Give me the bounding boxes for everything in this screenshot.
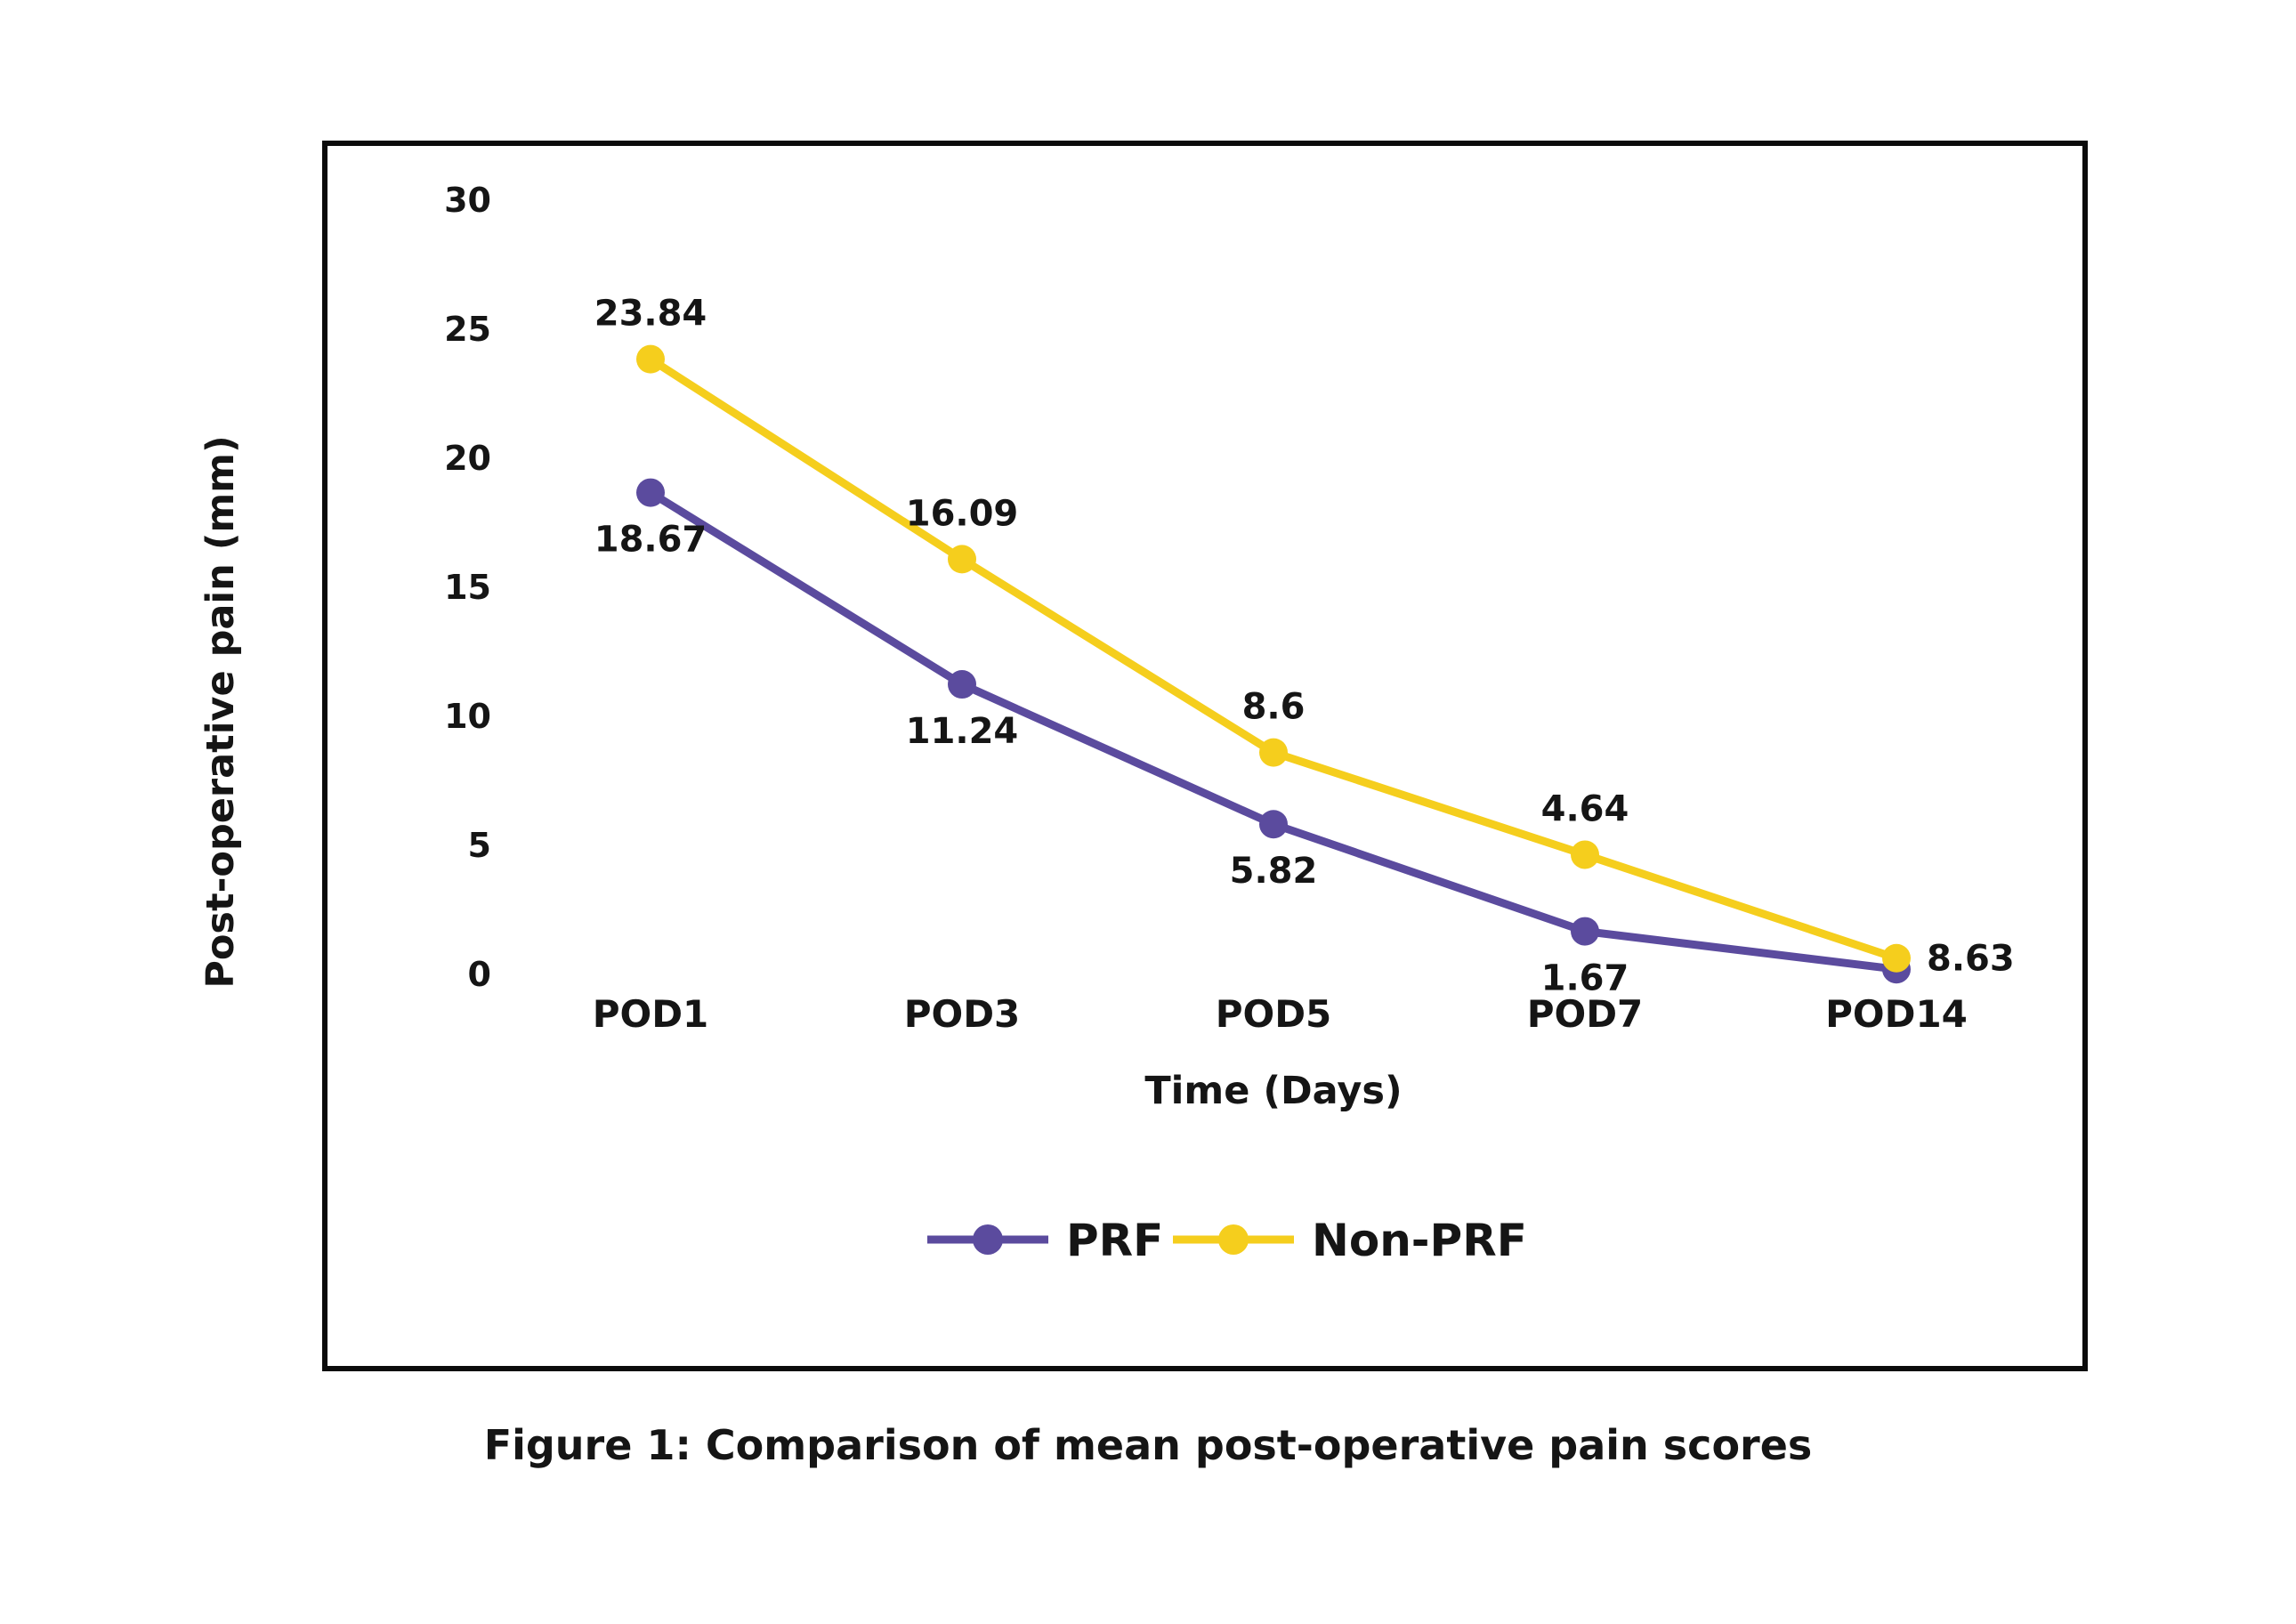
data-point-non-prf-pod3 [948,545,976,574]
y-tick-10: 10 [444,697,491,736]
x-axis-title: Time (Days) [1144,1069,1402,1113]
y-axis-ticks: 30 25 20 15 10 5 0 [444,181,491,994]
x-label-pod14: POD14 [1825,992,1968,1036]
data-point-prf-pod5 [1259,810,1288,839]
x-axis-labels: POD1 POD3 POD5 POD7 POD14 [593,992,1968,1036]
point-label-non-prf-pod7: 4.64 [1541,788,1629,829]
data-point-non-prf-pod1 [636,344,665,374]
series-prf: 18.67 11.24 5.82 1.67 [594,478,1911,999]
x-label-pod1: POD1 [593,992,709,1036]
data-point-non-prf-pod7 [1571,840,1599,869]
point-label-prf-pod7: 1.67 [1541,958,1629,999]
legend-label-non-prf: Non-PRF [1312,1215,1527,1266]
legend-item-prf: PRF [927,1215,1163,1266]
figure-caption: Figure 1: Comparison of mean post-operat… [484,1421,1813,1469]
point-label-prf-pod1: 18.67 [594,520,707,561]
data-point-prf-pod3 [948,670,976,699]
point-label-non-prf-pod1: 23.84 [594,294,707,335]
y-axis-title: Post-operative pain (mm) [198,435,243,988]
data-point-non-prf-pod5 [1259,738,1288,767]
legend: PRF Non-PRF [927,1215,1527,1266]
x-label-pod7: POD7 [1527,992,1644,1036]
point-label-non-prf-pod14: 8.63 [1927,939,2015,980]
y-tick-25: 25 [444,310,491,349]
legend-dot-non-prf [1218,1224,1249,1255]
y-tick-30: 30 [444,181,491,220]
y-tick-5: 5 [468,826,491,865]
point-label-prf-pod3: 11.24 [906,711,1019,752]
x-label-pod3: POD3 [904,992,1021,1036]
y-tick-0: 0 [468,955,491,994]
point-label-prf-pod5: 5.82 [1230,851,1318,892]
data-point-non-prf-pod14 [1882,943,1911,973]
series-layer: 18.67 11.24 5.82 1.67 23.84 16.09 8.6 4.64 8.63 [594,294,2015,999]
data-point-prf-pod1 [636,478,665,507]
legend-label-prf: PRF [1066,1215,1163,1266]
point-label-non-prf-pod3: 16.09 [906,493,1019,534]
series-non-prf: 23.84 16.09 8.6 4.64 8.63 [594,294,2015,980]
x-label-pod5: POD5 [1216,992,1332,1036]
y-tick-15: 15 [444,568,491,607]
legend-item-non-prf: Non-PRF [1173,1215,1527,1266]
y-tick-20: 20 [444,439,491,478]
plot-frame [322,141,2088,1371]
data-point-prf-pod7 [1571,917,1599,946]
point-label-non-prf-pod5: 8.6 [1242,687,1306,728]
legend-dot-prf [973,1224,1003,1255]
